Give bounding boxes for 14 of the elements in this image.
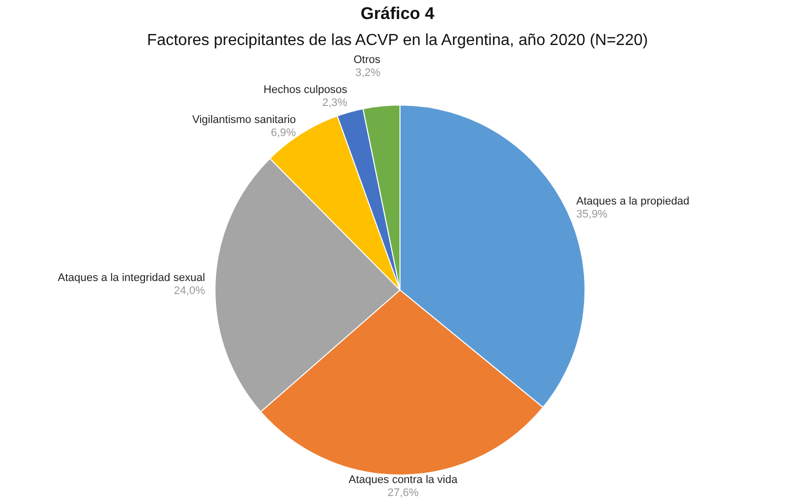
data-label: 27,6% xyxy=(387,486,419,499)
slice-label: Ataques a la propiedad xyxy=(576,196,690,208)
slice-label: Hechos culposos xyxy=(264,84,348,96)
slice-label: Ataques a la integridad sexual xyxy=(58,272,206,284)
data-label: 3,2% xyxy=(355,67,381,80)
slice-label: Ataques contra la vida xyxy=(348,474,458,486)
data-label: 35,9% xyxy=(576,208,608,221)
chart-title: Gráfico 4 xyxy=(360,4,435,23)
data-label: 24,0% xyxy=(174,284,206,297)
data-label: 2,3% xyxy=(322,97,348,110)
slice-label: Vigilantismo sanitario xyxy=(192,114,296,126)
slice-label: Otros xyxy=(354,54,381,66)
chart-subtitle: Factores precipitantes de las ACVP en la Argentina, año 2020 (N=220) xyxy=(147,32,648,49)
data-label: 6,9% xyxy=(270,127,296,140)
